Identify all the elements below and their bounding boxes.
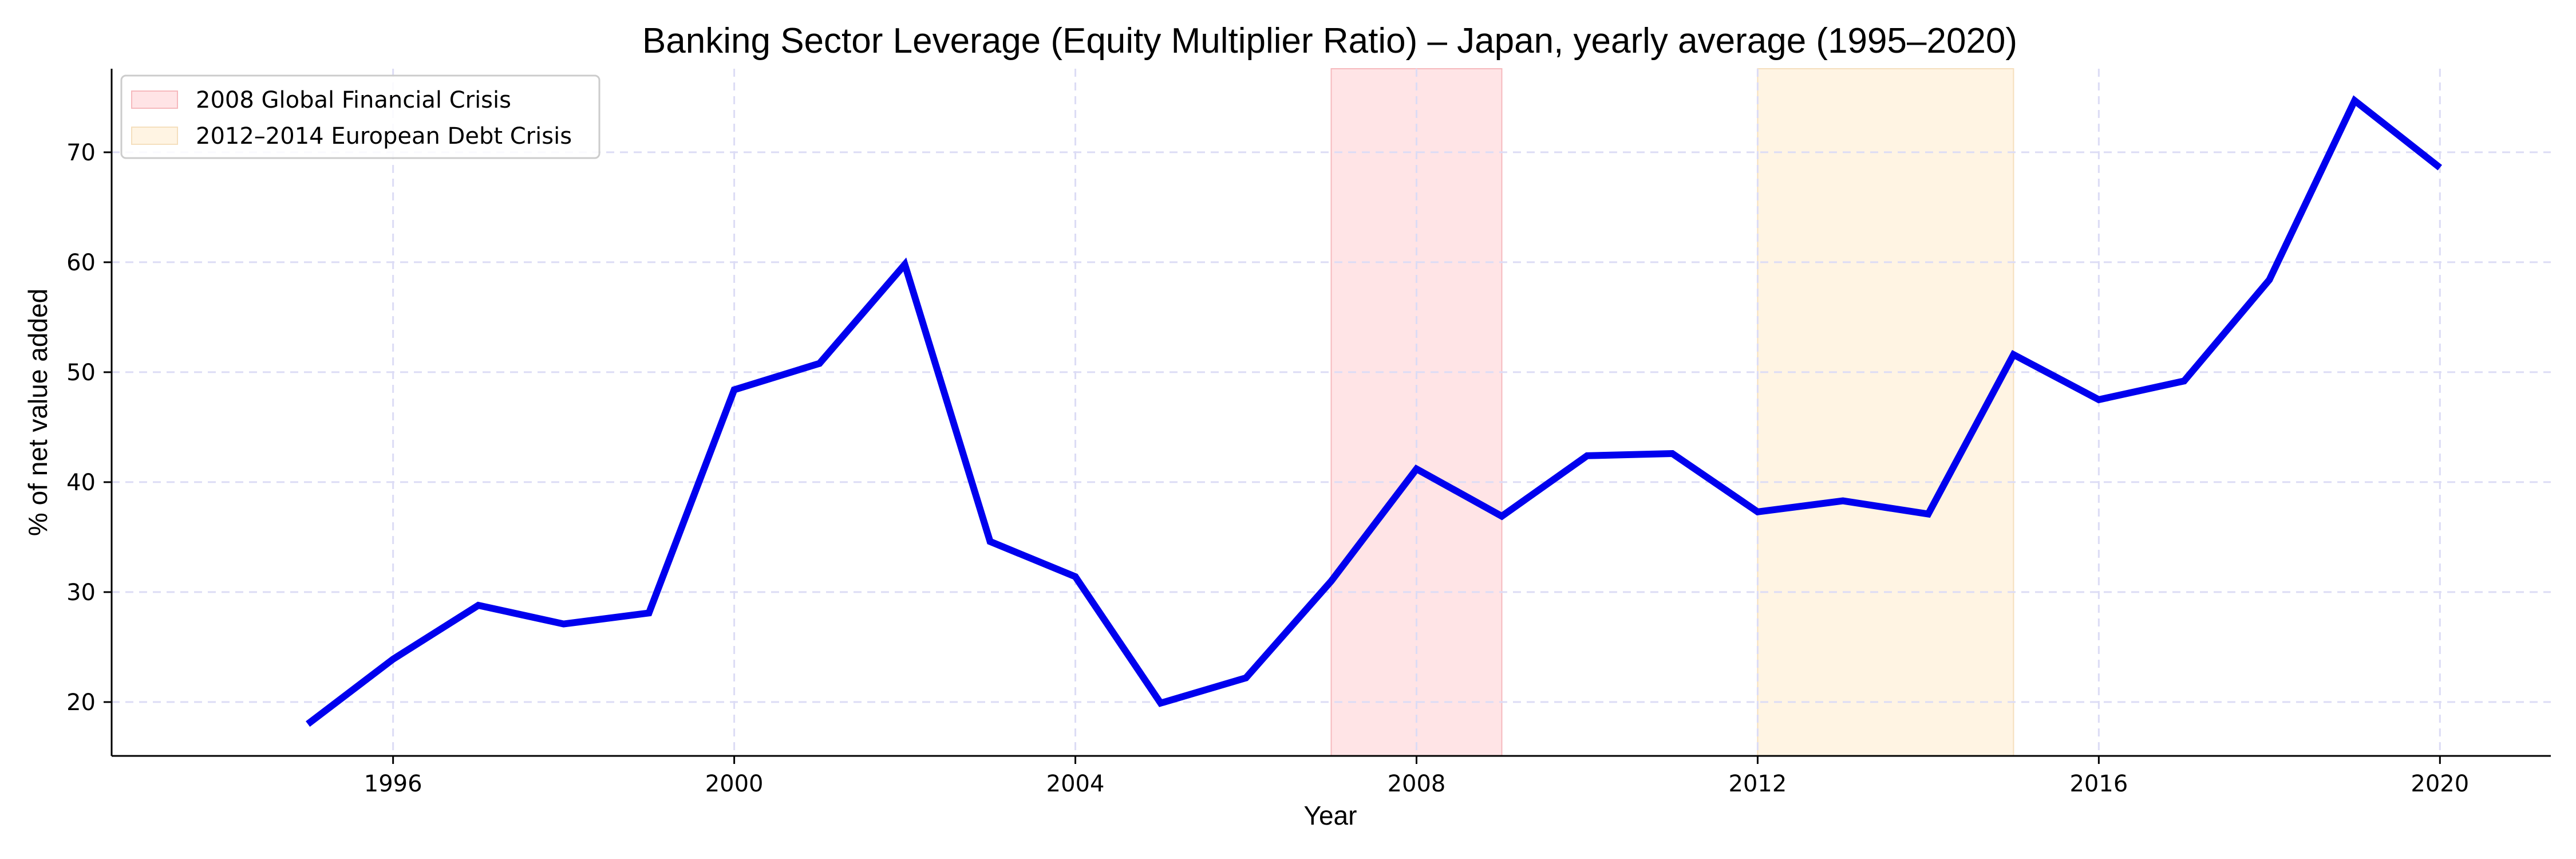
- x-tick-label: 2016: [2069, 771, 2128, 797]
- y-tick-label: 70: [66, 140, 96, 166]
- x-tick-label: 2000: [705, 771, 764, 797]
- shaded-regions: [1330, 68, 2014, 756]
- legend-label-1: 2008 Global Financial Crisis: [196, 87, 511, 113]
- legend: 2008 Global Financial Crisis 2012–2014 Eu…: [120, 74, 600, 159]
- gridlines: [112, 69, 2551, 756]
- y-tick-label: 30: [66, 580, 96, 606]
- y-tick-label: 60: [66, 250, 96, 276]
- x-tick-label: 2004: [1046, 771, 1105, 797]
- legend-box: [120, 74, 600, 159]
- chart-title: Banking Sector Leverage (Equity Multipli…: [642, 21, 2017, 61]
- x-tick-label: 2020: [2411, 771, 2469, 797]
- y-tick-label: 50: [66, 360, 96, 386]
- legend-label-2: 2012–2014 European Debt Crisis: [196, 123, 572, 149]
- x-tick-label: 2012: [1729, 771, 1787, 797]
- legend-swatch-1: [131, 90, 178, 109]
- series-line-1: [306, 95, 2443, 727]
- legend-swatch-2: [131, 127, 178, 145]
- y-tick-label: 20: [66, 689, 96, 716]
- x-tick-label: 1996: [364, 771, 422, 797]
- x-tick-label: 2008: [1388, 771, 1446, 797]
- y-axis-label: % of net value added: [23, 289, 53, 536]
- data-series: [306, 95, 2443, 727]
- axes: [110, 69, 2551, 757]
- shaded-region-2: [1757, 68, 2014, 756]
- x-axis-label: Year: [1304, 801, 1357, 830]
- y-tick-label: 40: [66, 470, 96, 496]
